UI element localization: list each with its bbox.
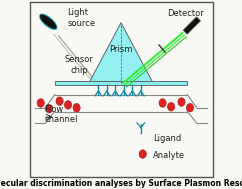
- Text: Prism: Prism: [109, 45, 133, 54]
- Ellipse shape: [40, 14, 57, 29]
- Text: Flow
channel: Flow channel: [45, 105, 78, 124]
- Ellipse shape: [37, 99, 44, 107]
- Text: Biomolecular discrimination analyses by Surface Plasmon Resonance: Biomolecular discrimination analyses by …: [0, 179, 242, 188]
- Ellipse shape: [39, 13, 58, 30]
- Text: Sensor
chip: Sensor chip: [65, 55, 94, 75]
- Text: Ligand: Ligand: [153, 134, 182, 143]
- Bar: [55, 81, 187, 85]
- Text: Detector: Detector: [167, 9, 204, 18]
- Text: Analyte: Analyte: [153, 151, 185, 160]
- Polygon shape: [89, 23, 153, 83]
- Ellipse shape: [159, 99, 166, 107]
- Ellipse shape: [178, 98, 185, 106]
- Polygon shape: [183, 17, 201, 34]
- Ellipse shape: [56, 97, 63, 105]
- Ellipse shape: [73, 104, 80, 112]
- Ellipse shape: [64, 101, 72, 109]
- Ellipse shape: [139, 150, 146, 158]
- Ellipse shape: [167, 102, 175, 111]
- Text: Light
source: Light source: [67, 8, 95, 28]
- Ellipse shape: [186, 104, 194, 112]
- Ellipse shape: [45, 104, 53, 113]
